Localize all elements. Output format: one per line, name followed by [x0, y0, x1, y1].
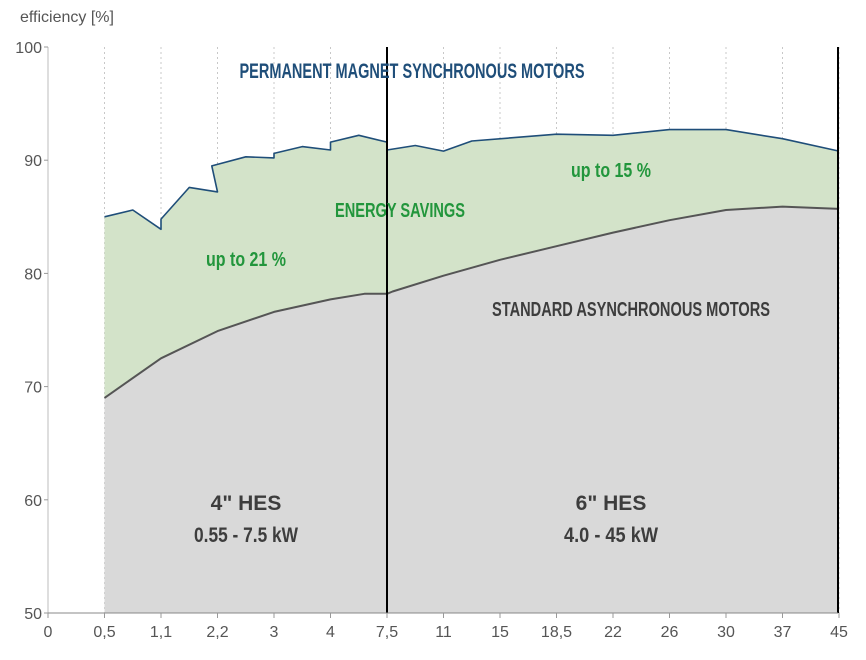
x-tick-label: 45 — [830, 624, 848, 641]
x-tick-label: 30 — [717, 624, 735, 641]
right-range-line1: 6" HES — [576, 492, 647, 515]
x-tick-label: 0 — [44, 624, 53, 641]
standard-motors-line — [103, 205, 840, 399]
x-tick-label: 2,2 — [206, 624, 228, 641]
savings-right-label: up to 15 % — [571, 160, 651, 182]
right-range-line2: 4.0 - 45 kW — [564, 524, 658, 547]
standard-motors-area — [104, 206, 839, 613]
y-tick-labels: 50 60 70 80 90 100 — [15, 40, 48, 623]
y-tick-label: 90 — [24, 153, 42, 170]
y-tick-label: 80 — [24, 266, 42, 283]
x-tick-label: 22 — [604, 624, 622, 641]
x-tick-label: 4 — [326, 624, 335, 641]
y-tick-label: 70 — [24, 380, 42, 397]
x-tick-labels: 0 0,5 1,1 2,2 3 4 7,5 11 15 18,5 22 26 30 37 45 — [44, 613, 848, 641]
pm-motors-line — [104, 128, 840, 231]
pm-motors-title: PERMANENT MAGNET SYNCHRONOUS MOTORS — [240, 60, 585, 83]
left-range-line1: 4" HES — [211, 492, 282, 515]
y-tick-label: 100 — [15, 40, 42, 57]
x-tick-label: 7,5 — [376, 624, 398, 641]
y-tick-label: 60 — [24, 493, 42, 510]
x-tick-label: 26 — [661, 624, 679, 641]
x-tick-label: 37 — [774, 624, 792, 641]
standard-motors-title: STANDARD ASYNCHRONOUS MOTORS — [492, 299, 770, 321]
x-tick-label: 1,1 — [150, 624, 172, 641]
x-tick-label: 0,5 — [93, 624, 115, 641]
y-axis-label: efficiency [%] — [20, 9, 114, 26]
left-range-line2: 0.55 - 7.5 kW — [194, 524, 298, 547]
data-areas — [104, 129, 839, 613]
savings-left-label: up to 21 % — [206, 249, 286, 271]
x-tick-label: 11 — [435, 624, 452, 641]
x-tick-label: 15 — [491, 624, 509, 641]
y-tick-label: 50 — [24, 606, 42, 623]
x-tick-label: 3 — [270, 624, 279, 641]
data-lines — [103, 128, 840, 399]
energy-savings-label: ENERGY SAVINGS — [335, 200, 465, 222]
x-tick-label: 18,5 — [541, 624, 572, 641]
